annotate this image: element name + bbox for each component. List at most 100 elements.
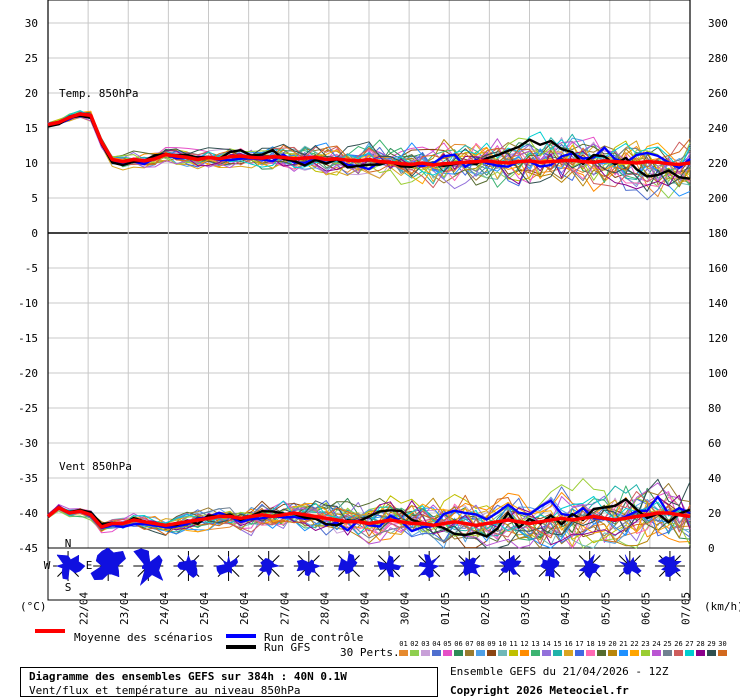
diagram-title: Diagramme des ensembles GEFS sur 384h : … bbox=[29, 670, 347, 683]
perturbation-swatch bbox=[487, 650, 496, 656]
temperature-perturbation-line bbox=[47, 116, 691, 182]
perturbation-id: 27 bbox=[685, 640, 694, 648]
date-tick-label: 30/04 bbox=[399, 592, 412, 625]
date-tick-label: 01/05 bbox=[439, 592, 452, 625]
perturbation-id: 12 bbox=[520, 640, 529, 648]
date-tick-label: 29/04 bbox=[359, 592, 372, 625]
wind-rose: N E S W bbox=[44, 537, 93, 594]
wind-rose bbox=[374, 551, 405, 581]
perturbation-id: 28 bbox=[696, 640, 705, 648]
gfs-legend-swatch bbox=[226, 645, 256, 649]
right-tick-label: 280 bbox=[708, 52, 728, 65]
compass-label: E bbox=[86, 559, 93, 572]
left-tick-label: -5 bbox=[25, 262, 38, 275]
perturbation-swatch bbox=[685, 650, 694, 656]
perturbation-id: 07 bbox=[465, 640, 474, 648]
wind-panel-label: Vent 850hPa bbox=[59, 460, 132, 473]
left-tick-label: 5 bbox=[31, 192, 38, 205]
left-tick-label: -20 bbox=[18, 367, 38, 380]
date-tick-label: 24/04 bbox=[158, 592, 171, 625]
perturbation-swatch bbox=[465, 650, 474, 656]
perturbation-swatch bbox=[410, 650, 419, 656]
plot-frame bbox=[47, 0, 691, 601]
perturbation-swatch bbox=[608, 650, 617, 656]
date-tick-label: 05/05 bbox=[599, 592, 612, 625]
perturbation-swatch bbox=[586, 650, 595, 656]
perturbation-swatch bbox=[718, 650, 727, 656]
perturbation-swatch bbox=[619, 650, 628, 656]
wind-rose bbox=[293, 551, 324, 581]
perturbation-id: 25 bbox=[663, 640, 672, 648]
control-legend-swatch bbox=[226, 634, 256, 638]
date-tick-label: 27/04 bbox=[278, 592, 291, 625]
right-tick-label: 100 bbox=[708, 367, 728, 380]
perturbation-id: 13 bbox=[531, 640, 540, 648]
perturbation-id: 30 bbox=[718, 640, 727, 648]
perturbation-swatch bbox=[652, 650, 661, 656]
wind-rose bbox=[534, 551, 565, 581]
left-tick-label: 0 bbox=[31, 227, 38, 240]
diagram-subtitle: Vent/flux et température au niveau 850hP… bbox=[29, 684, 301, 697]
compass-label: N bbox=[65, 537, 72, 550]
perturbation-id: 04 bbox=[432, 640, 441, 648]
perturbation-swatch bbox=[564, 650, 573, 656]
copyright: Copyright 2026 Meteociel.fr bbox=[450, 684, 629, 697]
left-tick-label: 25 bbox=[25, 52, 38, 65]
perturbation-swatch bbox=[630, 650, 639, 656]
diagram-info-box: Diagramme des ensembles GEFS sur 384h : … bbox=[20, 667, 438, 697]
perturbation-swatch bbox=[674, 650, 683, 656]
left-tick-label: -30 bbox=[18, 437, 38, 450]
left-tick-label: -25 bbox=[18, 402, 38, 415]
left-unit-label: (°C) bbox=[20, 600, 47, 613]
perturbation-id: 03 bbox=[421, 640, 430, 648]
perturbation-id: 06 bbox=[454, 640, 463, 648]
perturbation-id: 20 bbox=[608, 640, 617, 648]
perturbation-id: 01 bbox=[399, 640, 408, 648]
right-tick-label: 220 bbox=[708, 157, 728, 170]
gfs-legend-label: Run GFS bbox=[264, 641, 311, 654]
left-tick-label: -40 bbox=[18, 507, 38, 520]
perturbation-swatch bbox=[399, 650, 408, 656]
right-tick-label: 0 bbox=[708, 542, 715, 555]
perturbations-label: 30 Perts. bbox=[340, 646, 400, 659]
perturbation-swatch bbox=[597, 650, 606, 656]
date-tick-label: 04/05 bbox=[559, 592, 572, 625]
date-tick-label: 28/04 bbox=[318, 592, 331, 625]
perturbation-id: 05 bbox=[443, 640, 452, 648]
perturbation-id: 14 bbox=[542, 640, 551, 648]
perturbation-swatch bbox=[663, 650, 672, 656]
date-tick-label: 23/04 bbox=[118, 592, 131, 625]
temperature-gfs-line bbox=[47, 114, 691, 180]
control-legend-label: Run de contrôle bbox=[264, 631, 364, 644]
perturbation-id: 15 bbox=[553, 640, 562, 648]
perturbation-swatch bbox=[707, 650, 716, 656]
right-unit-label: (km/h) bbox=[704, 600, 740, 613]
date-tick-label: 22/04 bbox=[78, 592, 91, 625]
perturbation-swatch bbox=[520, 650, 529, 656]
left-tick-label: 15 bbox=[25, 122, 38, 135]
wind-rose bbox=[133, 548, 164, 587]
wind-rose bbox=[614, 551, 645, 581]
perturbation-swatch bbox=[509, 650, 518, 656]
perturbation-id: 18 bbox=[586, 640, 595, 648]
right-tick-label: 180 bbox=[708, 227, 728, 240]
date-tick-label: 07/05 bbox=[680, 592, 693, 625]
wind-perturbation-line bbox=[47, 494, 691, 546]
left-tick-label: -10 bbox=[18, 297, 38, 310]
right-tick-label: 160 bbox=[708, 262, 728, 275]
perturbation-id: 21 bbox=[619, 640, 628, 648]
right-tick-label: 120 bbox=[708, 332, 728, 345]
right-tick-label: 260 bbox=[708, 87, 728, 100]
wind-rose bbox=[173, 551, 204, 581]
perturbation-id: 22 bbox=[630, 640, 639, 648]
date-tick-label: 03/05 bbox=[519, 592, 532, 625]
perturbation-id: 16 bbox=[564, 640, 573, 648]
perturbation-id: 09 bbox=[487, 640, 496, 648]
date-tick-label: 26/04 bbox=[238, 592, 251, 625]
compass-label: S bbox=[65, 581, 72, 594]
date-tick-label: 06/05 bbox=[639, 592, 652, 625]
mean-legend-swatch bbox=[35, 629, 65, 633]
right-tick-label: 140 bbox=[708, 297, 728, 310]
wind-rose bbox=[253, 551, 284, 581]
